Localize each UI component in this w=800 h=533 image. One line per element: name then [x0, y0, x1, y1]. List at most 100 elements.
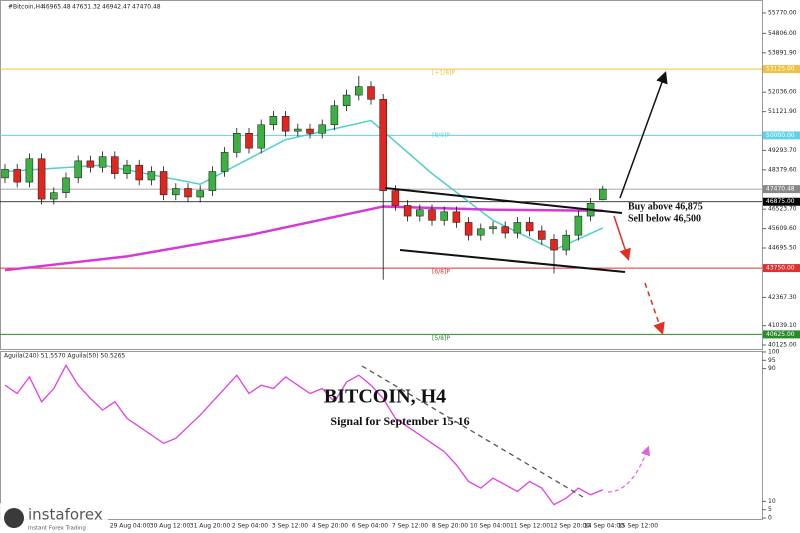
candle-body — [294, 128, 302, 132]
time-label: 4 Sep 20:00 — [312, 523, 348, 530]
price-box — [763, 197, 800, 206]
arrow-down — [613, 215, 631, 261]
time-label: 29 Aug 04:00 — [110, 523, 151, 530]
level-label: 43750.00 — [766, 265, 795, 272]
price-label: 46875.00 — [766, 198, 795, 205]
time-label: 7 Sep 12:00 — [392, 523, 428, 530]
candle-body — [501, 226, 509, 234]
time-label: 12 Sep 20:00 — [550, 523, 590, 530]
candle-body — [245, 133, 253, 149]
time-label: 8 Sep 20:00 — [432, 523, 468, 530]
candle-body — [25, 158, 34, 183]
ohlc-high: 47631.32 — [72, 4, 101, 11]
y-tick-label: 48379.60 — [768, 166, 797, 173]
candle-body — [74, 160, 82, 179]
ohlc-low: 46942.47 — [102, 4, 131, 11]
candle-body — [220, 152, 229, 172]
candle-body — [86, 160, 95, 168]
candle-body — [172, 188, 180, 196]
osc-tick-label: 90 — [768, 365, 776, 372]
candle-body — [159, 171, 168, 196]
candle-body — [440, 211, 448, 221]
y-tick-label: 40125.00 — [768, 342, 797, 349]
level-box — [763, 330, 800, 339]
headline: BITCOIN, H4 — [324, 386, 446, 408]
price-label: 47470.48 — [766, 186, 795, 193]
time-label: 10 Sep 04:00 — [470, 523, 510, 530]
y-tick-label: 51121.90 — [768, 108, 797, 115]
channel-bottom — [399, 249, 626, 273]
time-label: 31 Aug 20:00 — [190, 523, 231, 530]
candle-body — [1, 169, 9, 179]
candle-body — [306, 128, 314, 134]
level-label: 40625.00 — [766, 331, 795, 338]
tagline: Instant Forex Trading — [28, 526, 86, 532]
candle-body — [62, 177, 70, 193]
candle-body — [391, 190, 400, 206]
logo-icon — [4, 508, 24, 528]
y-tick-label: 42367.30 — [768, 294, 797, 301]
candle-body — [342, 94, 351, 106]
time-label: 14 Sep 04:00 — [584, 523, 624, 530]
level-name: [5/8]P — [432, 335, 450, 342]
oscillator-title: Aguila(240) 51.5570 Aguila(50) 50.5265 — [4, 353, 125, 360]
price-box — [763, 185, 800, 194]
candle-body — [330, 105, 339, 126]
candle-body — [574, 215, 583, 236]
candle-body — [123, 164, 131, 174]
level-name: [6/8]P — [432, 269, 450, 276]
osc-tick-label: 10 — [768, 498, 776, 505]
price-panel — [0, 0, 763, 350]
symbol: #Bitcoin,H4 — [8, 4, 44, 11]
level-name: [8/8]P — [432, 132, 450, 139]
candle-body — [452, 211, 461, 223]
sell-note: Sell below 46,500 — [628, 213, 701, 224]
candle-body — [233, 133, 241, 153]
plot: 55770.00 54806.00 53891.90 52036.00 51121.90… — [0, 9, 800, 530]
osc-tick-label: 100 — [768, 349, 780, 356]
level-box — [763, 65, 800, 74]
osc-tick-label: 5 — [768, 506, 772, 513]
candle-body — [13, 169, 21, 183]
candle-body — [208, 171, 217, 191]
y-tick-label: 55770.00 — [768, 9, 797, 16]
candle-body — [416, 209, 424, 217]
time-label: 15 Sep 12:00 — [618, 523, 658, 530]
level-box — [763, 264, 800, 273]
time-label: 30 Aug 12:00 — [150, 523, 191, 530]
channel-top — [384, 187, 623, 214]
brand: instaforex — [28, 506, 103, 524]
osc-tick-label: 95 — [768, 357, 776, 364]
candle-body — [403, 205, 412, 217]
candle-body — [135, 164, 143, 181]
candle-body — [37, 158, 46, 200]
buy-note: Buy above 46,875 — [628, 201, 703, 212]
level-label: 53125.00 — [766, 66, 795, 73]
candle-body — [464, 222, 473, 236]
candle-body — [477, 228, 485, 236]
ohlc-open: 46965.48 — [42, 4, 71, 11]
time-label: 11 Sep 12:00 — [510, 523, 550, 530]
level-name: [+1/8]P — [432, 70, 455, 77]
candle-body — [513, 222, 522, 234]
y-tick-label: 46523.70 — [768, 206, 797, 213]
candle-body — [562, 234, 570, 251]
candle-body — [318, 124, 326, 134]
candle-body — [111, 156, 119, 174]
y-tick-label: 44695.50 — [768, 245, 797, 252]
candle-body — [257, 124, 265, 149]
trend-dashed — [361, 365, 584, 498]
subheadline: Signal for September 15-16 — [330, 414, 469, 428]
candle-body — [379, 99, 387, 191]
candle-body — [428, 209, 436, 221]
y-tick-label: 53891.90 — [768, 49, 797, 56]
candle-body — [98, 156, 107, 168]
y-tick-label: 45609.60 — [768, 225, 797, 232]
candle-body — [196, 190, 204, 198]
candle-body — [147, 171, 156, 181]
oscillator-line — [4, 363, 604, 506]
candle-body — [489, 226, 497, 230]
osc-tick-label: 0 — [768, 515, 772, 522]
